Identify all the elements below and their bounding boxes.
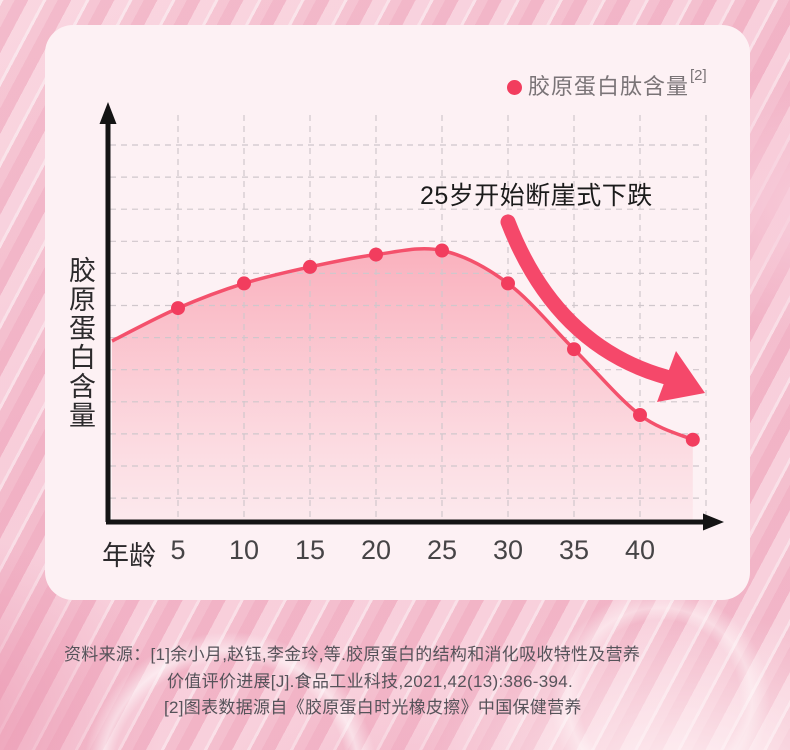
x-tick-label: 20 bbox=[360, 535, 392, 565]
y-axis-arrow-icon bbox=[99, 102, 117, 124]
y-axis-title: 胶原蛋白含量 bbox=[65, 256, 95, 430]
data-points bbox=[171, 243, 700, 447]
source-citation-line-1: 资料来源：[1]余小月,赵钰,李金玲,等.胶原蛋白的结构和消化吸收特性及营养 bbox=[64, 645, 641, 664]
data-point bbox=[369, 247, 383, 262]
source-citation: 资料来源：[1]余小月,赵钰,李金玲,等.胶原蛋白的结构和消化吸收特性及营养 价… bbox=[64, 642, 744, 722]
x-tick-label: 35 bbox=[558, 535, 590, 565]
decline-arrow-icon bbox=[500, 214, 705, 402]
source-citation-line-3: [2]图表数据源自《胶原蛋白时光橡皮擦》中国保健营养 bbox=[164, 698, 582, 717]
data-point bbox=[567, 342, 581, 357]
data-point bbox=[303, 259, 317, 274]
x-tick-label: 30 bbox=[492, 535, 524, 565]
x-axis-title: 年龄 bbox=[102, 541, 156, 571]
grid-lines bbox=[110, 115, 707, 520]
x-axis-arrow-icon bbox=[703, 513, 724, 531]
x-tick-label: 25 bbox=[426, 535, 458, 565]
legend: 胶原蛋白肽含量 [2] bbox=[507, 67, 707, 101]
data-point bbox=[685, 432, 700, 447]
data-point bbox=[171, 301, 185, 316]
x-tick-label: 10 bbox=[228, 535, 260, 565]
data-point bbox=[237, 276, 251, 291]
data-point bbox=[435, 243, 449, 258]
annotation-callout: 25岁开始断崖式下跌 bbox=[420, 182, 653, 210]
data-point bbox=[633, 408, 647, 422]
legend-dot-icon bbox=[507, 80, 522, 95]
x-tick-label: 40 bbox=[624, 535, 656, 565]
x-tick-label: 5 bbox=[170, 535, 186, 565]
legend-superscript: [2] bbox=[690, 67, 707, 84]
x-tick-label: 15 bbox=[294, 535, 326, 565]
source-citation-line-2: 价值评价进展[J].食品工业科技,2021,42(13):386-394. bbox=[167, 671, 574, 691]
collagen-curve bbox=[111, 247, 694, 442]
legend-label: 胶原蛋白肽含量 bbox=[528, 74, 690, 99]
data-point bbox=[501, 276, 515, 291]
area-fill bbox=[112, 248, 693, 522]
